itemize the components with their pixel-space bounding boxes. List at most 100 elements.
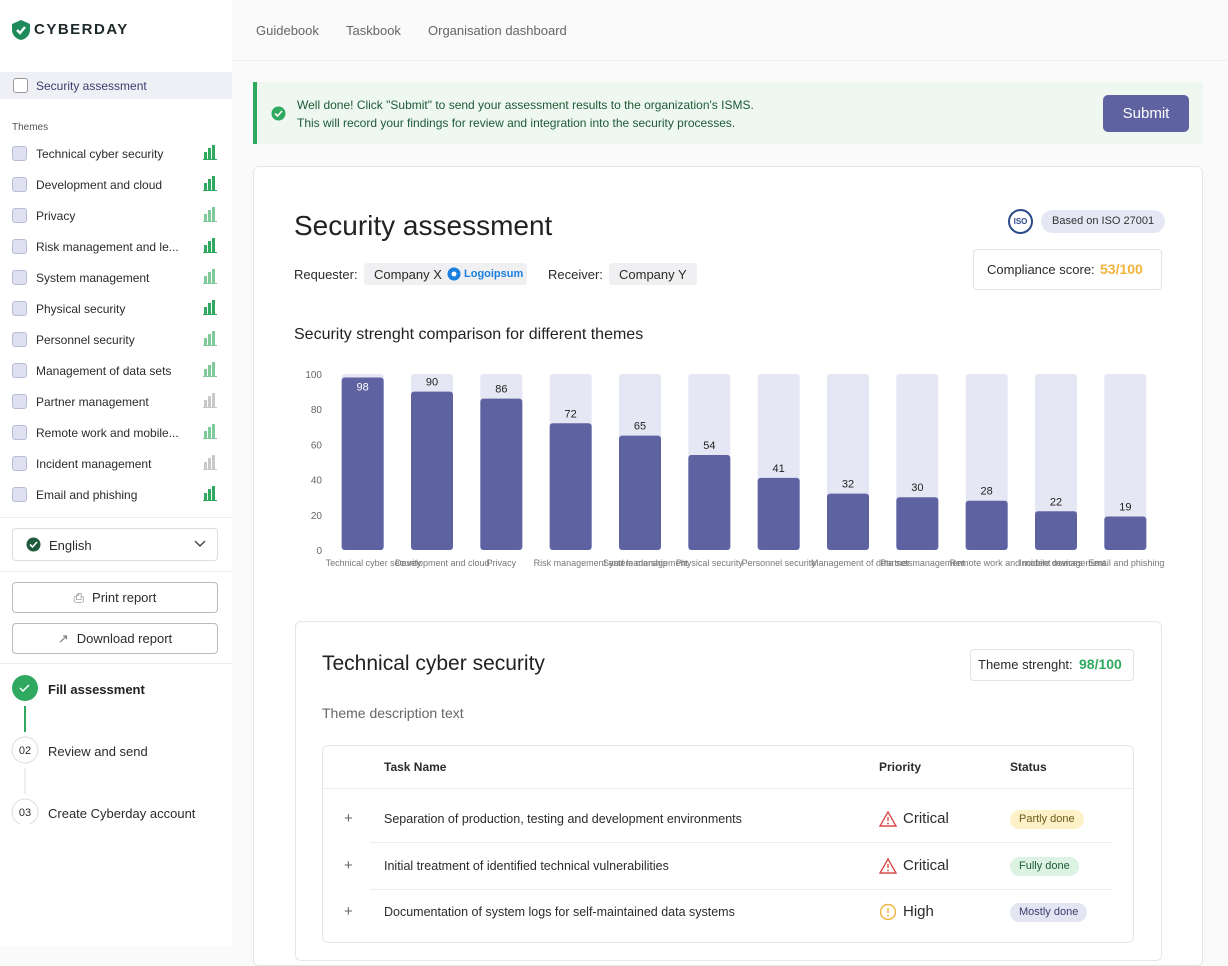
theme-link[interactable]: Email and phishing	[36, 488, 138, 502]
strength-icon-bar	[212, 362, 215, 376]
receiver: Company Y	[619, 267, 687, 282]
value-label: 32	[842, 479, 854, 491]
assessment-title: Security assessment	[294, 210, 553, 241]
x-tick-label: Partner management	[880, 558, 965, 568]
strength-icon-bar	[204, 431, 207, 438]
theme-link[interactable]: Physical security	[36, 302, 126, 316]
theme-link[interactable]: Management of data sets	[36, 364, 172, 378]
compliance-score: 53/100	[1100, 261, 1143, 277]
compliance-label: Compliance score:	[987, 262, 1095, 277]
value-label: 19	[1119, 502, 1131, 514]
nav-link[interactable]: Guidebook	[256, 23, 319, 38]
strength-icon	[203, 486, 217, 501]
priority: Critical	[903, 856, 949, 874]
nav-link[interactable]: Taskbook	[346, 23, 401, 38]
nav-link[interactable]: Organisation dashboard	[428, 23, 567, 38]
chevron	[194, 540, 206, 547]
requester-chip	[364, 263, 527, 285]
x-tick-label: Personnel security	[741, 558, 816, 568]
active-label: Security assessment	[36, 79, 147, 93]
strength-icon	[203, 238, 217, 253]
theme-link[interactable]: Technical cyber security	[36, 147, 164, 161]
step-number: 03	[18, 807, 32, 819]
x-tick-label: Remote work and mobile devices	[949, 558, 1083, 568]
strength-icon-bar	[208, 148, 211, 159]
strength-icon-bar	[204, 369, 207, 376]
strength-icon-bar	[204, 183, 207, 190]
theme-link[interactable]: Risk management and le...	[36, 240, 179, 254]
step-label: Review and send	[48, 744, 148, 759]
theme-link[interactable]: Incident management	[36, 457, 152, 471]
theme-icon	[12, 208, 27, 223]
strength-icon	[203, 145, 217, 160]
strength-icon-bar	[204, 152, 207, 159]
logo: CYBERDAY	[34, 21, 129, 38]
table-header: Priority	[879, 760, 922, 774]
banner-text: This will record your findings for revie…	[297, 116, 736, 130]
banner	[253, 82, 1203, 144]
receiver-chip	[609, 263, 697, 285]
x-tick-label: Physical security	[675, 558, 743, 568]
value-label: 41	[773, 463, 785, 475]
strength-icon-bar	[212, 207, 215, 221]
task-name: Separation of production, testing and de…	[384, 812, 742, 826]
strength-label: Theme strenght:	[978, 657, 1073, 672]
iso-logo: ISO	[1008, 209, 1033, 234]
theme-link[interactable]: Personnel security	[36, 333, 135, 347]
strength-icon-bar	[208, 272, 211, 283]
theme-icon	[12, 177, 27, 192]
x-tick-label: Management of data sets	[811, 558, 913, 568]
expand-button[interactable]: +	[344, 903, 353, 920]
strength-icon-bar	[212, 455, 215, 469]
bar	[341, 377, 384, 550]
compliance-box	[973, 249, 1162, 290]
download-button[interactable]: ↗ Download report	[12, 623, 218, 654]
strength-icon-bar	[204, 276, 207, 283]
bar	[549, 423, 592, 550]
strength-icon-bar	[208, 489, 211, 500]
strength-icon-bar	[212, 238, 215, 252]
bar	[1035, 511, 1077, 550]
print-label: Print report	[92, 590, 157, 605]
divider	[370, 842, 1112, 843]
theme-link[interactable]: Development and cloud	[36, 178, 163, 192]
theme-icon	[12, 487, 27, 502]
strength-icon-bar	[212, 145, 215, 159]
theme-link[interactable]: Privacy	[36, 209, 76, 223]
language-select[interactable]	[12, 528, 218, 561]
active-item[interactable]	[0, 72, 232, 99]
strength-icon-bar	[208, 427, 211, 438]
themes-label: Themes	[12, 122, 49, 133]
bar-track	[1035, 374, 1077, 550]
x-tick-label: System management	[603, 558, 689, 568]
print-button[interactable]: ⎙ Print report	[12, 582, 218, 613]
theme-icon	[12, 456, 27, 471]
task-table	[322, 745, 1134, 943]
strength-icon-bar	[212, 176, 215, 190]
value-label: 65	[634, 421, 646, 433]
theme-link[interactable]: System management	[36, 271, 150, 285]
y-tick-label: 40	[311, 476, 323, 487]
submit-button[interactable]: Submit	[1103, 95, 1189, 132]
value-label: 72	[565, 408, 577, 420]
bar	[688, 454, 731, 550]
status-pill: Mostly done	[1010, 903, 1088, 922]
expand-button[interactable]: +	[344, 810, 353, 827]
value-label: 22	[1050, 496, 1062, 508]
strength-icon-bar	[208, 458, 211, 469]
expand-button[interactable]: +	[344, 856, 353, 874]
bar	[1104, 516, 1147, 550]
logoipsum-icon	[447, 267, 461, 281]
strength-icon-bar	[204, 245, 207, 252]
bar	[411, 391, 453, 550]
priority-icon	[879, 903, 897, 921]
theme-link[interactable]: Remote work and mobile...	[36, 426, 179, 440]
strength-icon-bar	[208, 210, 211, 221]
table-header: Status	[1010, 760, 1047, 774]
divider	[370, 888, 1112, 890]
theme-link[interactable]: Partner management	[36, 395, 149, 409]
strength-icon	[203, 362, 217, 377]
strength-icon-bar	[208, 241, 211, 252]
chart-svg: 0 20 40 60 80 100 98 90 86 72 65 54 41 32 30 28 22 19	[305, 370, 1147, 555]
iso-badge: Based on ISO 27001	[1041, 210, 1166, 233]
